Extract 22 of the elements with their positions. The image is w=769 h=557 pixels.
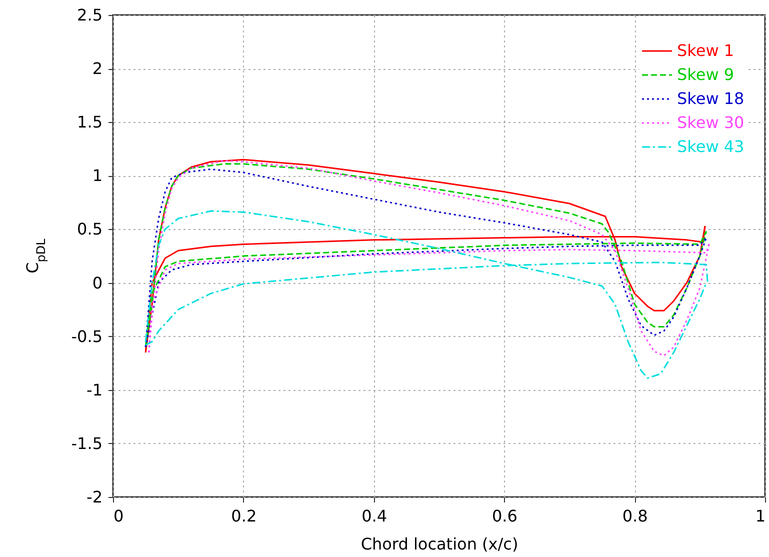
y-tick-label: 2.5 <box>77 6 102 24</box>
legend-label: Skew 30 <box>677 113 744 132</box>
legend-label: Skew 1 <box>677 41 734 60</box>
y-tick-label: -0.5 <box>71 326 102 346</box>
x-tick-label: 0 <box>114 506 124 526</box>
legend-label: Skew 9 <box>677 65 734 84</box>
legend-label: Skew 18 <box>677 89 744 108</box>
y-tick-label: 1.5 <box>77 112 102 132</box>
x-tick-label: 0.8 <box>622 506 648 526</box>
y-tick-label: -1.5 <box>71 434 102 453</box>
x-tick-label: 0.4 <box>362 506 388 526</box>
y-tick-label: 0 <box>92 273 102 292</box>
x-tick-label: 0.2 <box>231 506 257 526</box>
y-tick-label: 0.5 <box>77 220 102 239</box>
x-tick-label: 0.6 <box>492 506 518 526</box>
x-axis-title: Chord location (x/c) <box>360 534 518 554</box>
y-tick-label: 1 <box>92 166 102 186</box>
legend-label: Skew 43 <box>677 137 744 156</box>
y-tick-label: 2 <box>92 59 102 78</box>
y-tick-label: -2 <box>86 488 102 506</box>
y-tick-label: -1 <box>86 380 102 400</box>
x-tick-label: 1 <box>755 506 766 526</box>
